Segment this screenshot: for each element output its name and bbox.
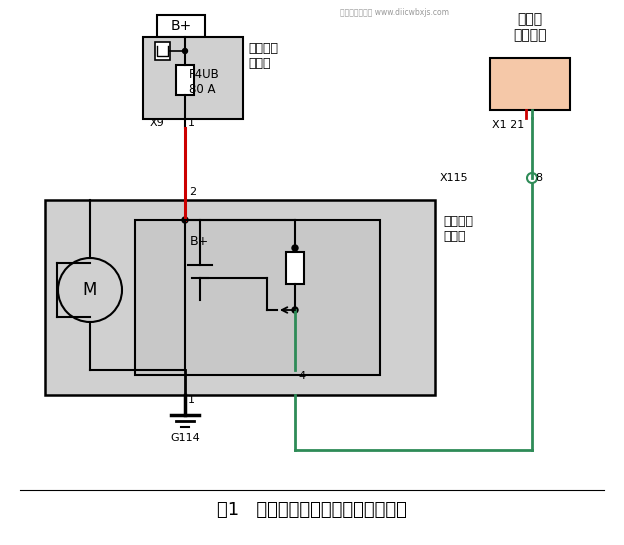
Circle shape [292,245,298,251]
Text: B+: B+ [190,235,209,248]
Circle shape [182,49,187,53]
Bar [143,37,243,119]
Text: 1: 1 [188,118,195,128]
Text: 发动机
控制模块: 发动机 控制模块 [514,12,547,42]
Text: 发动机室
熔丝盒: 发动机室 熔丝盒 [248,42,278,70]
Text: 图1   维修手册上的冷却风扇控制电路: 图1 维修手册上的冷却风扇控制电路 [217,501,407,519]
Bar [490,58,570,110]
Text: 汽车维修技术网 www.diicwbxjs.com: 汽车维修技术网 www.diicwbxjs.com [340,8,449,17]
Bar [176,65,194,95]
Bar [135,220,380,375]
Text: X1 21: X1 21 [492,120,524,130]
Text: X115: X115 [440,173,469,183]
Text: 1: 1 [188,395,195,405]
Text: G114: G114 [170,433,200,443]
Circle shape [182,217,188,223]
Bar [155,42,170,60]
Bar [45,200,435,395]
Text: F4UB
80 A: F4UB 80 A [189,68,220,96]
Circle shape [292,307,298,313]
Text: X9: X9 [150,118,165,128]
Text: M: M [83,281,97,299]
Text: B+: B+ [170,19,192,33]
Bar [286,252,304,284]
Text: 2: 2 [189,187,196,197]
Text: 冷却风扇
电动机: 冷却风扇 电动机 [443,215,473,243]
Text: 4: 4 [298,371,305,381]
Bar [157,15,205,37]
Text: 8: 8 [535,173,542,183]
